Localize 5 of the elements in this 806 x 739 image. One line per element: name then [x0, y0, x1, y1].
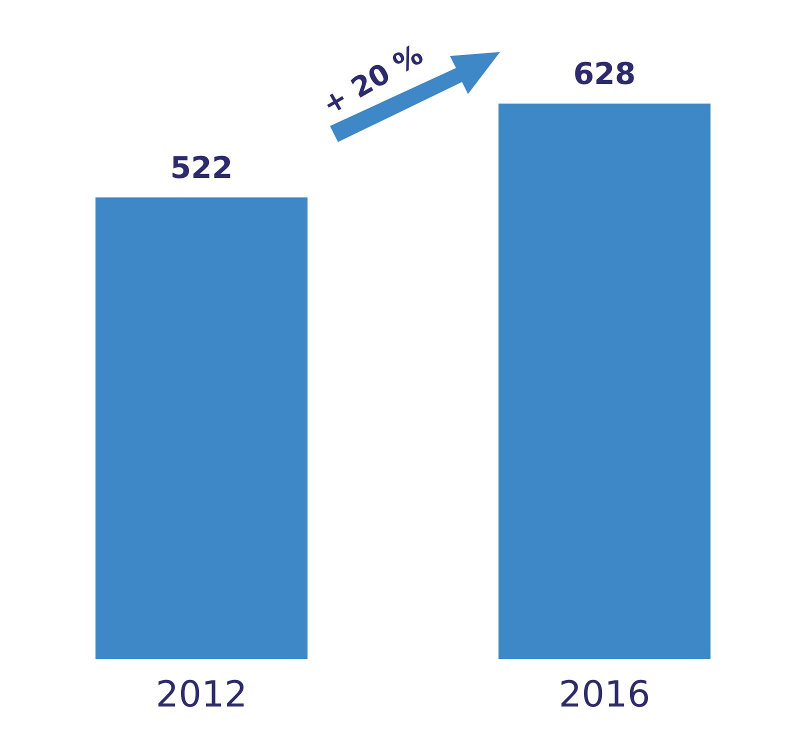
- data-label: 628: [573, 57, 636, 92]
- x-tick-label: 2016: [558, 674, 650, 716]
- data-label: 522: [170, 150, 233, 186]
- annotation: + 20 %: [316, 38, 428, 122]
- x-tick-label: 2012: [156, 674, 248, 716]
